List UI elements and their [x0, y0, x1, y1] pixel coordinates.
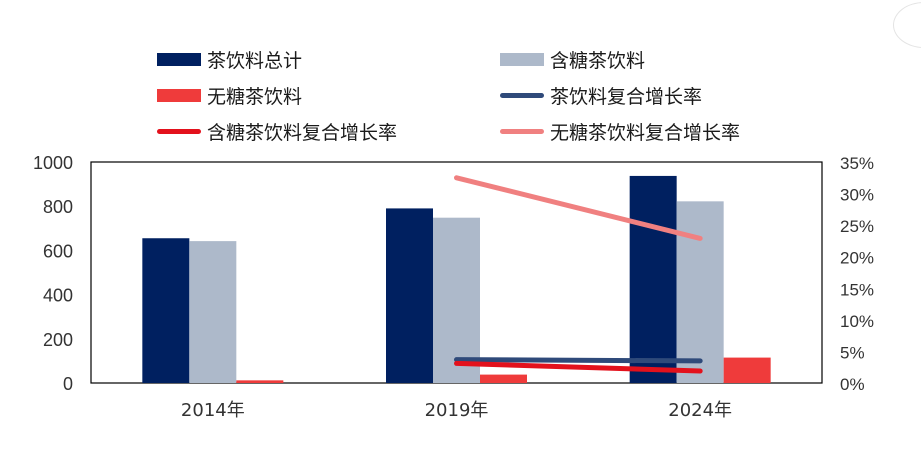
right-tick-label: 25%: [840, 217, 874, 236]
line-series-2: [454, 175, 703, 241]
bar-0-0: [142, 238, 190, 383]
right-axis-ticks: 0% 5% 10% 15% 20% 25% 30% 35%: [840, 154, 874, 394]
legend-swatch: [157, 88, 201, 102]
bar-1-0: [189, 241, 237, 383]
legend-swatch: [500, 92, 544, 98]
legend-swatch: [157, 52, 201, 66]
right-tick-label: 10%: [840, 312, 874, 331]
left-tick-label: 200: [43, 330, 73, 350]
legend-item-4: 含糖茶饮料复合增长率: [157, 119, 398, 144]
bar-1-2: [676, 201, 724, 383]
legend-item-1: 含糖茶饮料: [500, 47, 646, 72]
right-tick-label: 5%: [840, 343, 865, 362]
bar-0-2: [629, 175, 677, 383]
legend-label: 含糖茶饮料: [550, 49, 646, 72]
legend-swatch: [500, 128, 544, 134]
bars-layer: [142, 175, 771, 383]
left-tick-label: 400: [43, 286, 73, 306]
legend-label: 无糖茶饮料: [207, 85, 303, 108]
category-label: 2014年: [181, 400, 245, 421]
right-tick-label: 30%: [840, 186, 874, 205]
bar-0-1: [386, 208, 433, 383]
category-axis-ticks: 2014年 2019年 2024年: [181, 400, 732, 421]
legend-item-3: 茶饮料复合增长率: [500, 83, 703, 108]
bar-1-1: [433, 217, 480, 383]
legend-label: 茶饮料总计: [207, 49, 303, 72]
legend-item-0: 茶饮料总计: [157, 47, 303, 72]
right-tick-label: 20%: [840, 249, 874, 268]
legend-swatch: [500, 52, 544, 66]
legend-label: 茶饮料复合增长率: [550, 85, 703, 108]
lines-layer: [454, 175, 703, 374]
left-tick-label: 1000: [33, 153, 73, 173]
bar-2-1: [480, 374, 527, 383]
left-tick-label: 0: [63, 374, 73, 394]
category-label: 2024年: [668, 400, 732, 421]
left-tick-label: 600: [43, 241, 73, 261]
line-series-0: [454, 357, 703, 364]
legend-swatch: [157, 128, 201, 134]
right-tick-label: 35%: [840, 154, 874, 173]
legend-label: 无糖茶饮料复合增长率: [550, 121, 741, 144]
right-tick-label: 15%: [840, 280, 874, 299]
right-tick-label: 0%: [840, 375, 865, 394]
legend-label: 含糖茶饮料复合增长率: [207, 121, 398, 144]
category-label: 2019年: [425, 400, 489, 421]
left-tick-label: 800: [43, 197, 73, 217]
bar-2-0: [236, 380, 284, 383]
bar-2-2: [723, 357, 771, 383]
legend-item-2: 无糖茶饮料: [157, 83, 303, 108]
left-axis-ticks: 0 200 400 600 800 1000: [33, 153, 73, 394]
line-series-1: [454, 360, 703, 374]
legend-item-5: 无糖茶饮料复合增长率: [500, 119, 741, 144]
